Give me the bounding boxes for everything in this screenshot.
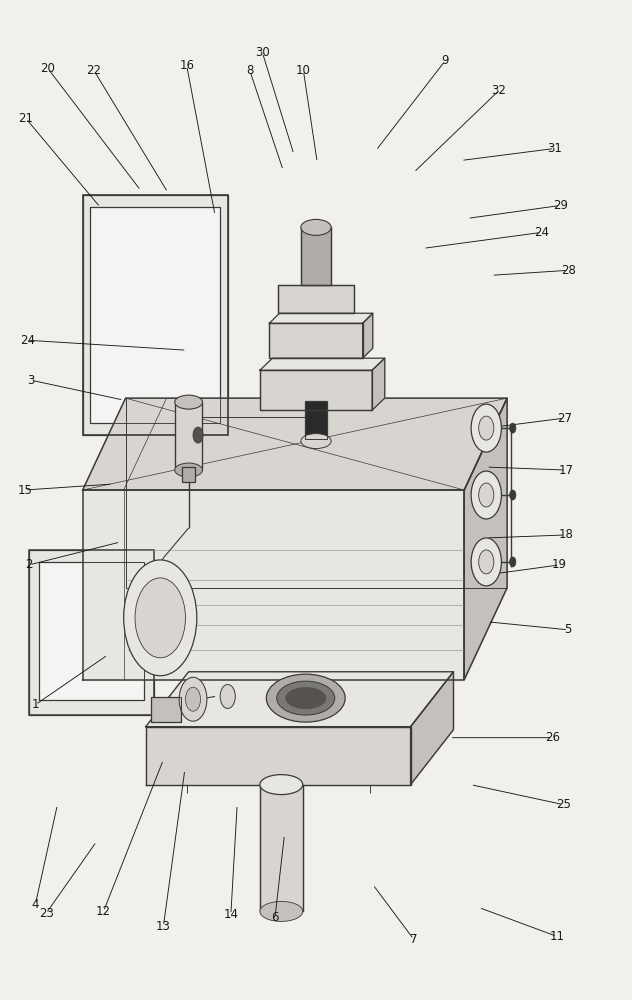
Circle shape [220, 684, 235, 708]
Ellipse shape [285, 687, 326, 709]
Circle shape [471, 538, 501, 586]
Ellipse shape [174, 463, 202, 477]
Circle shape [135, 578, 185, 658]
Bar [90, 207, 220, 423]
Text: 13: 13 [156, 920, 171, 933]
Text: 15: 15 [17, 484, 32, 497]
Ellipse shape [266, 674, 345, 722]
Polygon shape [269, 313, 373, 323]
Text: 24: 24 [534, 226, 549, 239]
Text: 27: 27 [557, 412, 572, 425]
Bar [260, 785, 303, 911]
Text: 5: 5 [564, 623, 572, 636]
Text: 29: 29 [553, 199, 568, 212]
Bar [260, 785, 303, 911]
Text: 6: 6 [271, 911, 279, 924]
Bar [174, 402, 202, 470]
Bar [29, 550, 154, 715]
Polygon shape [83, 490, 464, 680]
Circle shape [179, 677, 207, 721]
Polygon shape [260, 358, 385, 370]
Polygon shape [83, 398, 507, 490]
Circle shape [193, 427, 203, 443]
Polygon shape [146, 672, 454, 727]
Polygon shape [411, 672, 454, 785]
Text: 17: 17 [558, 464, 573, 477]
Text: 3: 3 [27, 374, 35, 387]
Circle shape [478, 416, 494, 440]
Polygon shape [372, 358, 385, 410]
Text: 8: 8 [246, 64, 253, 77]
Bar [260, 370, 372, 410]
Text: 25: 25 [556, 798, 571, 811]
Bar [269, 323, 363, 358]
Bar [151, 697, 181, 722]
Ellipse shape [301, 434, 331, 449]
Bar [278, 285, 354, 313]
Text: 28: 28 [561, 264, 576, 277]
Bar [305, 401, 327, 439]
Bar [305, 401, 327, 439]
Text: 1: 1 [32, 698, 39, 711]
Text: 11: 11 [549, 930, 564, 943]
Bar [269, 323, 363, 358]
Bar [260, 370, 372, 410]
Circle shape [471, 404, 501, 452]
Bar [182, 467, 195, 482]
Bar [39, 562, 145, 700]
Circle shape [471, 471, 501, 519]
Polygon shape [363, 313, 373, 358]
Text: 2: 2 [25, 558, 33, 571]
Circle shape [124, 560, 197, 676]
Ellipse shape [174, 395, 202, 409]
Text: 14: 14 [223, 908, 238, 921]
Circle shape [509, 557, 516, 567]
Ellipse shape [277, 681, 335, 715]
Text: 31: 31 [547, 142, 562, 155]
Text: 7: 7 [410, 933, 418, 946]
Text: 23: 23 [39, 907, 54, 920]
Text: 10: 10 [296, 64, 311, 77]
Circle shape [478, 483, 494, 507]
Text: 30: 30 [255, 46, 270, 59]
Circle shape [185, 687, 200, 711]
Text: 16: 16 [179, 59, 194, 72]
Polygon shape [464, 398, 507, 680]
Polygon shape [146, 727, 411, 785]
Text: 24: 24 [20, 334, 35, 347]
Text: 18: 18 [558, 528, 573, 541]
Text: 32: 32 [492, 84, 506, 97]
Ellipse shape [260, 901, 303, 921]
Text: 26: 26 [545, 731, 560, 744]
Bar [151, 697, 181, 722]
Bar [278, 285, 354, 313]
Circle shape [509, 490, 516, 500]
Circle shape [509, 423, 516, 433]
Ellipse shape [301, 219, 331, 235]
Bar [39, 562, 145, 700]
Text: 22: 22 [87, 64, 102, 77]
Bar [83, 195, 228, 435]
Bar [90, 207, 220, 423]
Ellipse shape [260, 775, 303, 795]
Text: 4: 4 [32, 898, 39, 911]
Text: 21: 21 [18, 112, 33, 125]
Bar [83, 195, 228, 435]
Bar [174, 402, 202, 470]
Circle shape [478, 550, 494, 574]
Bar [301, 227, 331, 285]
Bar [301, 227, 331, 285]
Text: 19: 19 [552, 558, 567, 571]
Text: 9: 9 [442, 54, 449, 67]
Text: 20: 20 [40, 62, 56, 75]
Bar [29, 550, 154, 715]
Text: 12: 12 [96, 905, 111, 918]
